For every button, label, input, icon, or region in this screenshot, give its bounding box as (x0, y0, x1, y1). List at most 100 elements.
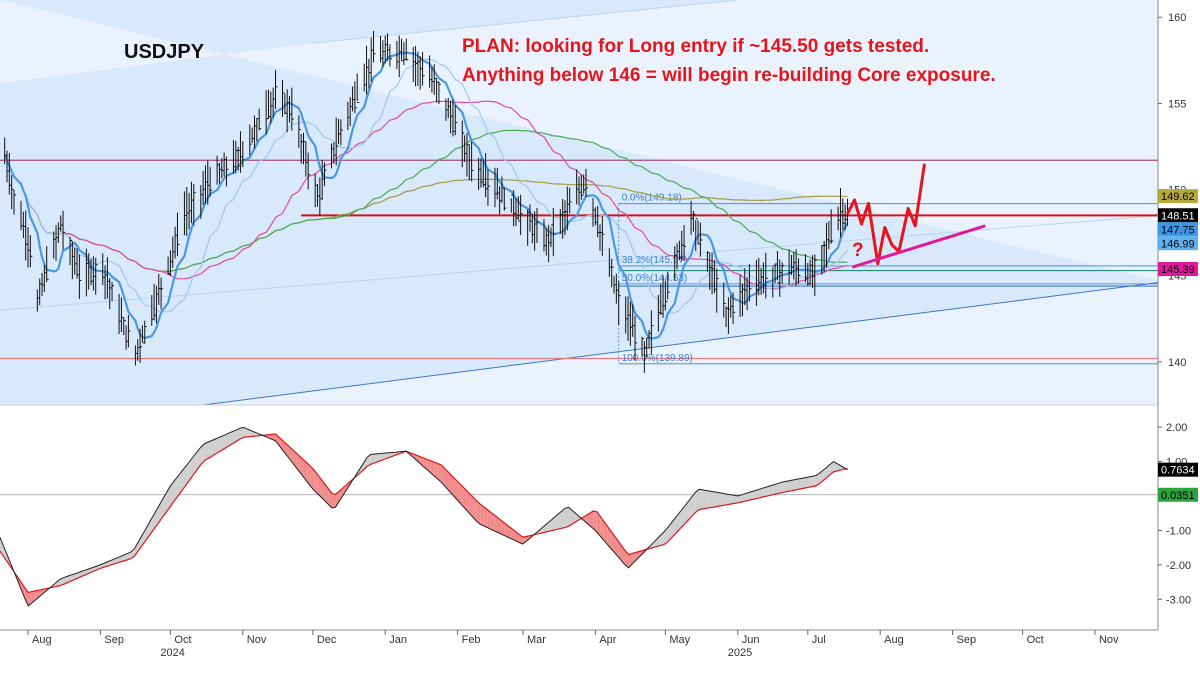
oscillator-fill-segment (229, 431, 234, 446)
oscillator-fill-segment (218, 435, 223, 452)
oscillator-fill-segment (526, 535, 530, 542)
oscillator-fill-segment (331, 493, 336, 508)
oscillator-fill-segment (794, 479, 799, 491)
month-tick-label: Dec (317, 634, 337, 646)
price-tag-bg (1158, 222, 1198, 237)
oscillator-fill-segment (307, 463, 311, 487)
month-tick-label: May (669, 634, 690, 646)
channel-upper-line (312, 0, 738, 44)
year-label: 2025 (728, 647, 752, 659)
oscillator-fill-segment (776, 482, 781, 494)
oscillator-fill-segment (430, 460, 435, 477)
oscillator-fill-segment (462, 486, 467, 510)
oscillator-fill-segment (494, 515, 498, 533)
oscillator-fill-segment (222, 434, 226, 450)
oscillator-fill-segment (766, 486, 770, 497)
oscillator-fill-segment (600, 516, 604, 541)
oscillator-fill-segment (773, 483, 777, 495)
oscillator-fill-segment (798, 478, 802, 490)
oscillator-fill-segment (190, 455, 195, 479)
oscillator-fill-segment (480, 504, 484, 526)
oscillator-fill-segment (466, 490, 470, 514)
month-tick-label: Sep (104, 634, 124, 646)
oscillator-fill-segment (635, 551, 640, 561)
oscillator-fill-segment (469, 493, 474, 518)
oscillator-fill-segment (300, 456, 304, 478)
year-label: 2024 (160, 647, 184, 659)
oscillator-fill-segment (183, 464, 188, 489)
month-tick-label: Jan (389, 634, 407, 646)
month-tick-label: Mar (527, 634, 546, 646)
month-tick-label: Aug (32, 634, 52, 646)
price-tag-bg (1158, 189, 1198, 204)
question-mark-annotation: ? (852, 240, 864, 261)
oscillator-fill-segment (755, 489, 760, 499)
oscillator-fill-segment (240, 427, 244, 440)
oscillator-fill-segment (780, 481, 784, 493)
price-tag-bg (1158, 236, 1198, 251)
oscillator-fill-segment (808, 476, 813, 488)
oscillator-fill-segment (805, 476, 809, 488)
oscillator-fill-segment (162, 493, 166, 518)
month-tick-label: Oct (1027, 634, 1044, 646)
oscillator-fill-segment (621, 545, 626, 565)
oscillator-fill-segment (370, 454, 375, 465)
oscillator-fill-segment (822, 467, 827, 481)
oscillator-fill-segment (734, 495, 739, 504)
oscillator-fill-segment (685, 501, 689, 524)
oscillator-fill-segment (561, 508, 565, 529)
oscillator-fill-segment (628, 553, 633, 568)
oscillator-fill-segment (197, 446, 202, 469)
price-tag-bg (1158, 262, 1198, 277)
month-tick-label: Sep (957, 634, 977, 646)
plan-annotation-line-2: Anything below 146 = will begin re-build… (462, 65, 996, 86)
oscillator-fill-segment (688, 496, 693, 520)
oscillator-fill-segment (614, 535, 618, 557)
month-tick-label: Nov (1099, 634, 1119, 646)
oscillator-tag: 0.0351 (1161, 490, 1195, 502)
oscillator-fill-segment (437, 463, 442, 483)
oscillator-fill-segment (28, 591, 32, 607)
oscillator-fill-segment (695, 489, 700, 513)
oscillator-fill-segment (123, 553, 128, 561)
fib-level-label: 50.0%(144.53) (622, 273, 688, 284)
price-y-tick-label: 140 (1168, 357, 1186, 369)
oscillator-fill-segment (317, 474, 322, 498)
oscillator-fill-segment (681, 505, 686, 528)
oscillator-fill-segment (335, 491, 339, 508)
price-tag: 145.39 (1161, 264, 1195, 276)
oscillator-fill-segment (31, 590, 36, 604)
oscillator-fill-segment (783, 481, 788, 493)
oscillator-fill-segment (487, 509, 491, 530)
oscillator-fill-segment (328, 488, 332, 508)
oscillator-fill-segment (829, 461, 834, 475)
channel-lower-line (203, 282, 1159, 406)
oscillator-fill-segment (180, 468, 184, 494)
oscillator-fill-segment (208, 440, 212, 459)
oscillator-fill-segment (709, 491, 714, 508)
oscillator-fill-segment (508, 526, 513, 540)
oscillator-fill-segment (314, 470, 318, 494)
oscillator-fill-segment (134, 542, 138, 557)
price-tag: 146.99 (1161, 238, 1195, 250)
oscillator-fill-segment (589, 511, 594, 529)
oscillator-fill-segment (812, 475, 816, 487)
oscillator-fill-segment (512, 528, 516, 541)
oscillator-fill-segment (660, 531, 664, 546)
oscillator-fill-segment (815, 473, 820, 486)
month-tick-label: Apr (599, 634, 616, 646)
oscillator-fill-segment (215, 437, 219, 455)
oscillator-fill-segment (67, 575, 71, 583)
oscillator-fill-segment (473, 497, 477, 522)
oscillator-fill-segment (540, 526, 544, 534)
price-tag: 148.51 (1161, 210, 1195, 222)
oscillator-fill-segment (550, 517, 555, 531)
oscillator-fill-segment (490, 512, 495, 531)
oscillator-fill-segment (787, 480, 791, 492)
oscillator-fill-segment (70, 573, 75, 582)
plan-annotation-line-1: PLAN: looking for Long entry if ~145.50 … (462, 36, 929, 57)
oscillator-fill-segment (702, 489, 707, 509)
oscillator-fill-segment (63, 576, 68, 585)
oscillator-fill-segment (169, 482, 174, 508)
fib-level-label: 0.0%(149.18) (622, 193, 682, 204)
